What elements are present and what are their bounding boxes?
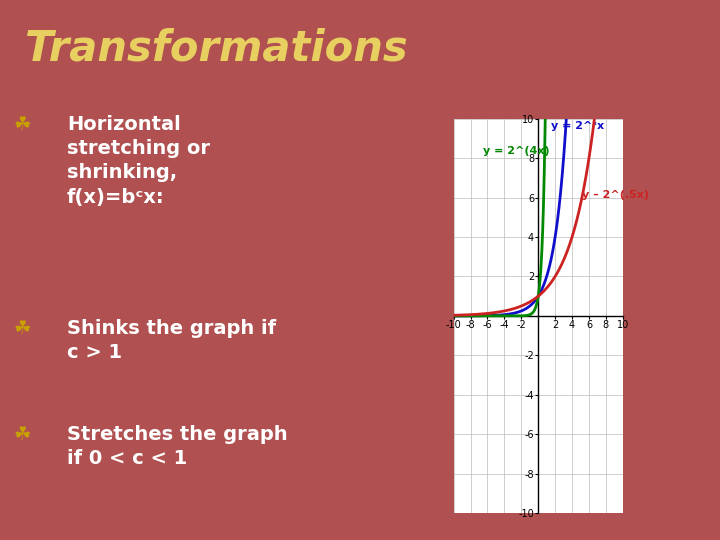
Text: ☘: ☘	[14, 319, 31, 338]
Text: y = 2^ˣx: y = 2^ˣx	[551, 120, 604, 131]
Text: ☘: ☘	[14, 425, 31, 444]
Text: y – 2^(.5x): y – 2^(.5x)	[582, 190, 649, 200]
Text: Shinks the graph if
c > 1: Shinks the graph if c > 1	[67, 319, 276, 362]
Text: y = 2^(4x): y = 2^(4x)	[483, 146, 550, 156]
Text: ☘: ☘	[14, 115, 31, 134]
Text: Transformations: Transformations	[24, 28, 408, 70]
Text: Stretches the graph
if 0 < c < 1: Stretches the graph if 0 < c < 1	[67, 425, 287, 468]
Text: Horizontal
stretching or
shrinking,
f(x)=bᶜx:: Horizontal stretching or shrinking, f(x)…	[67, 115, 210, 207]
